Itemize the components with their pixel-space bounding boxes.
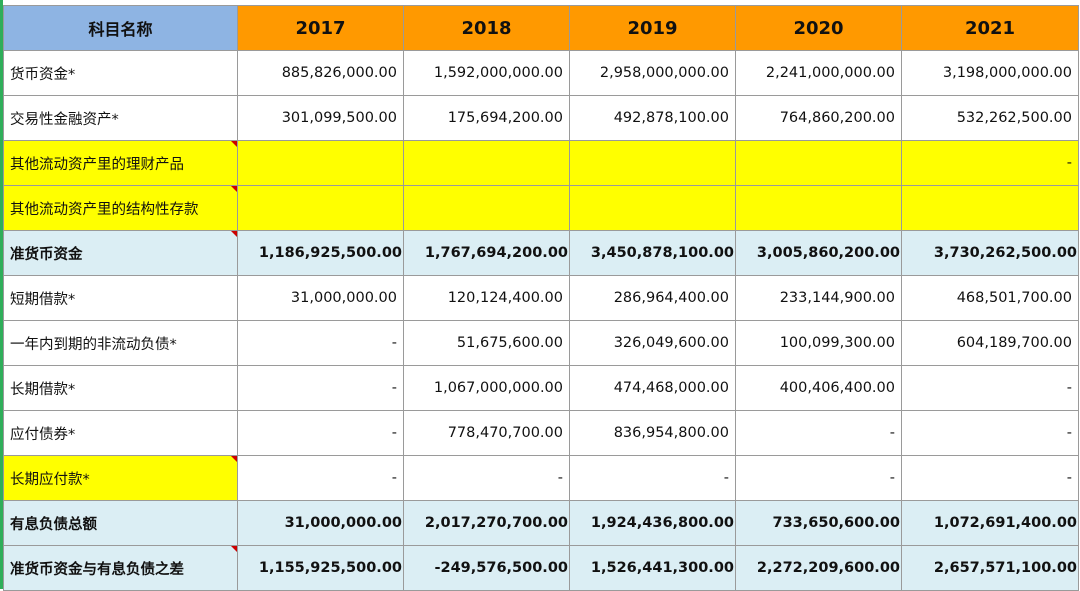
cell-2018[interactable]: 1,767,694,200.00	[403, 230, 570, 276]
cell-2020[interactable]: -	[735, 455, 902, 501]
cell-2020[interactable]	[735, 185, 902, 231]
subtotal-row: 准货币资金 1,186,925,500.00 1,767,694,200.00 …	[3, 230, 1079, 276]
header-year-2020[interactable]: 2020	[735, 5, 902, 51]
cell-2019[interactable]: 326,049,600.00	[569, 320, 736, 366]
cell-2017[interactable]: -	[237, 455, 404, 501]
cell-2021[interactable]: 3,730,262,500.00	[901, 230, 1079, 276]
cell-2017[interactable]	[237, 140, 404, 186]
subtotal-row: 准货币资金与有息负债之差 1,155,925,500.00 -249,576,5…	[3, 545, 1079, 591]
row-label[interactable]: 一年内到期的非流动负债*	[3, 320, 238, 366]
cell-2019[interactable]: 2,958,000,000.00	[569, 50, 736, 96]
cell-2019[interactable]: 474,468,000.00	[569, 365, 736, 411]
cell-2018[interactable]: 120,124,400.00	[403, 275, 570, 321]
table-row: 长期应付款* - - - - -	[3, 455, 1079, 501]
cell-2017[interactable]: 31,000,000.00	[237, 275, 404, 321]
cell-2017[interactable]: -	[237, 365, 404, 411]
cell-2018[interactable]: 175,694,200.00	[403, 95, 570, 141]
cell-2020[interactable]: 733,650,600.00	[735, 500, 902, 546]
cell-2018[interactable]	[403, 185, 570, 231]
row-label[interactable]: 长期借款*	[3, 365, 238, 411]
cell-2019[interactable]: 1,924,436,800.00	[569, 500, 736, 546]
header-year-2018[interactable]: 2018	[403, 5, 570, 51]
cell-2021[interactable]: 2,657,571,100.00	[901, 545, 1079, 591]
row-label[interactable]: 短期借款*	[3, 275, 238, 321]
row-label[interactable]: 其他流动资产里的理财产品	[3, 140, 238, 186]
table-row: 其他流动资产里的理财产品 -	[3, 140, 1079, 186]
table-row: 货币资金* 885,826,000.00 1,592,000,000.00 2,…	[3, 50, 1079, 96]
row-label[interactable]: 准货币资金	[3, 230, 238, 276]
cell-2020[interactable]: 400,406,400.00	[735, 365, 902, 411]
cell-2021[interactable]: -	[901, 365, 1079, 411]
cell-2019[interactable]	[569, 185, 736, 231]
cell-2021[interactable]: 468,501,700.00	[901, 275, 1079, 321]
cell-2021[interactable]: 532,262,500.00	[901, 95, 1079, 141]
cell-2020[interactable]: -	[735, 410, 902, 456]
cell-2020[interactable]: 100,099,300.00	[735, 320, 902, 366]
financial-table: 科目名称 2017 2018 2019 2020 2021 货币资金* 885,…	[3, 5, 1079, 591]
row-label[interactable]: 长期应付款*	[3, 455, 238, 501]
cell-2020[interactable]: 233,144,900.00	[735, 275, 902, 321]
table-row: 交易性金融资产* 301,099,500.00 175,694,200.00 4…	[3, 95, 1079, 141]
cell-2017[interactable]: 1,186,925,500.00	[237, 230, 404, 276]
cell-2020[interactable]	[735, 140, 902, 186]
table-row: 一年内到期的非流动负债* - 51,675,600.00 326,049,600…	[3, 320, 1079, 366]
row-label[interactable]: 交易性金融资产*	[3, 95, 238, 141]
cell-2017[interactable]: -	[237, 320, 404, 366]
cell-2017[interactable]: 1,155,925,500.00	[237, 545, 404, 591]
cell-2018[interactable]: 778,470,700.00	[403, 410, 570, 456]
cell-2020[interactable]: 3,005,860,200.00	[735, 230, 902, 276]
cell-2017[interactable]: 301,099,500.00	[237, 95, 404, 141]
cell-2019[interactable]: 492,878,100.00	[569, 95, 736, 141]
cell-2018[interactable]: 1,592,000,000.00	[403, 50, 570, 96]
cell-2018[interactable]: -	[403, 455, 570, 501]
cell-2017[interactable]: -	[237, 410, 404, 456]
table-row: 其他流动资产里的结构性存款	[3, 185, 1079, 231]
cell-2018[interactable]	[403, 140, 570, 186]
cell-2021[interactable]: -	[901, 140, 1079, 186]
cell-2021[interactable]: 1,072,691,400.00	[901, 500, 1079, 546]
row-label[interactable]: 其他流动资产里的结构性存款	[3, 185, 238, 231]
cell-2018[interactable]: 51,675,600.00	[403, 320, 570, 366]
cell-2021[interactable]	[901, 185, 1079, 231]
cell-2021[interactable]: 3,198,000,000.00	[901, 50, 1079, 96]
cell-2017[interactable]: 885,826,000.00	[237, 50, 404, 96]
subtotal-row: 有息负债总额 31,000,000.00 2,017,270,700.00 1,…	[3, 500, 1079, 546]
table-row: 长期借款* - 1,067,000,000.00 474,468,000.00 …	[3, 365, 1079, 411]
cell-2020[interactable]: 2,241,000,000.00	[735, 50, 902, 96]
header-row: 科目名称 2017 2018 2019 2020 2021	[3, 5, 1079, 51]
row-label[interactable]: 有息负债总额	[3, 500, 238, 546]
header-year-2019[interactable]: 2019	[569, 5, 736, 51]
cell-2019[interactable]: 836,954,800.00	[569, 410, 736, 456]
row-label[interactable]: 货币资金*	[3, 50, 238, 96]
row-label[interactable]: 应付债券*	[3, 410, 238, 456]
header-year-2021[interactable]: 2021	[901, 5, 1079, 51]
cell-2020[interactable]: 2,272,209,600.00	[735, 545, 902, 591]
cell-2021[interactable]: -	[901, 455, 1079, 501]
cell-2019[interactable]: 286,964,400.00	[569, 275, 736, 321]
cell-2019[interactable]	[569, 140, 736, 186]
cell-2021[interactable]: 604,189,700.00	[901, 320, 1079, 366]
cell-2020[interactable]: 764,860,200.00	[735, 95, 902, 141]
cell-2017[interactable]	[237, 185, 404, 231]
row-label[interactable]: 准货币资金与有息负债之差	[3, 545, 238, 591]
cell-2021[interactable]: -	[901, 410, 1079, 456]
header-year-2017[interactable]: 2017	[237, 5, 404, 51]
table-row: 应付债券* - 778,470,700.00 836,954,800.00 - …	[3, 410, 1079, 456]
cell-2019[interactable]: -	[569, 455, 736, 501]
cell-2018[interactable]: -249,576,500.00	[403, 545, 570, 591]
table-row: 短期借款* 31,000,000.00 120,124,400.00 286,9…	[3, 275, 1079, 321]
cell-2017[interactable]: 31,000,000.00	[237, 500, 404, 546]
header-subject-name[interactable]: 科目名称	[3, 5, 238, 51]
cell-2019[interactable]: 3,450,878,100.00	[569, 230, 736, 276]
sheet-left-edge	[0, 0, 3, 589]
cell-2018[interactable]: 1,067,000,000.00	[403, 365, 570, 411]
cell-2019[interactable]: 1,526,441,300.00	[569, 545, 736, 591]
cell-2018[interactable]: 2,017,270,700.00	[403, 500, 570, 546]
